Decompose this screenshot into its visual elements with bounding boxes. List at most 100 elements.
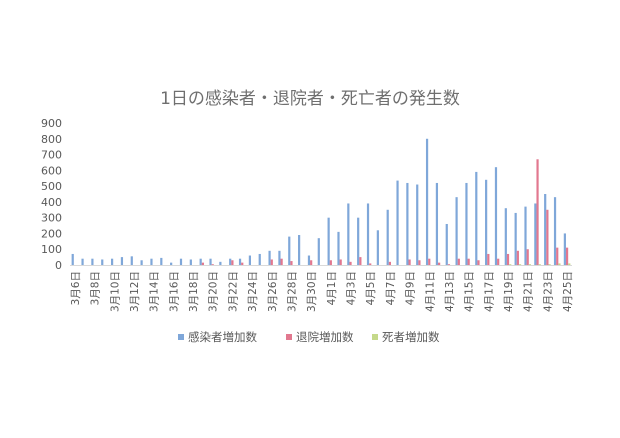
- bar-1: [130, 256, 133, 265]
- x-tick-label: 4月19日: [503, 271, 515, 312]
- bar-1: [71, 253, 74, 265]
- bar-1: [514, 212, 517, 265]
- bar-1: [199, 258, 202, 265]
- x-tick-label: 4月25日: [562, 271, 574, 312]
- bar-1: [337, 231, 340, 265]
- x-tick-label: 3月20日: [208, 271, 220, 312]
- x-tick-label: 4月15日: [464, 271, 476, 312]
- x-tick-label: 3月24日: [247, 271, 259, 312]
- x-tick-label: 3月12日: [129, 271, 141, 312]
- legend-label: 退院増加数: [296, 330, 354, 344]
- bar-2: [526, 249, 529, 265]
- bar-1: [150, 258, 153, 265]
- bar-1: [327, 217, 330, 265]
- bar-1: [238, 258, 242, 265]
- y-axis: 0 100 200 300 400 500 600 700 800 900: [41, 117, 62, 272]
- bar-1: [189, 259, 192, 265]
- bar-1: [504, 208, 507, 265]
- x-tick-label: 4月17日: [483, 271, 495, 312]
- bar-1: [386, 209, 389, 265]
- bar-3: [528, 264, 532, 265]
- bar-2: [447, 264, 451, 265]
- bar-1: [347, 203, 350, 265]
- bar-1: [288, 236, 291, 265]
- x-tick-label: 3月26日: [267, 271, 279, 312]
- y-tick-label: 700: [41, 149, 62, 162]
- bar-1: [258, 253, 261, 265]
- bar-1: [317, 238, 320, 265]
- x-tick-label: 4月7日: [385, 271, 397, 305]
- x-tick-label: 3月10日: [109, 271, 121, 312]
- bar-2: [418, 260, 421, 265]
- bar-1: [110, 258, 114, 265]
- bar-1: [160, 257, 163, 265]
- x-tick-label: 4月1日: [326, 271, 338, 305]
- y-tick-label: 200: [41, 227, 62, 240]
- x-tick-label: 3月6日: [70, 271, 82, 305]
- bar-1: [475, 171, 478, 265]
- legend-swatch: [372, 334, 378, 340]
- x-tick-label: 3月30日: [306, 271, 318, 312]
- legend-swatch: [178, 334, 184, 340]
- bar-1: [170, 262, 173, 265]
- y-tick-label: 500: [41, 180, 62, 193]
- bar-1: [81, 258, 84, 265]
- bar-1: [248, 255, 251, 265]
- bar-1: [406, 182, 409, 265]
- bar-2: [369, 263, 372, 265]
- bar-1: [101, 259, 104, 265]
- bar-2: [359, 257, 362, 265]
- bar-1: [524, 206, 527, 265]
- bar-1: [307, 255, 311, 265]
- bar-1: [298, 235, 301, 265]
- bar-2: [477, 260, 480, 265]
- legend-label: 死者増加数: [382, 330, 440, 344]
- x-axis: 3月6日 3月8日 3月10日 3月12日 3月14日 3月16日 3月18日 3月20日 3月…: [70, 265, 574, 312]
- bar-1: [219, 261, 222, 265]
- bar-2: [211, 264, 214, 265]
- y-tick-label: 400: [41, 196, 62, 209]
- bar-1: [376, 230, 379, 265]
- bar-1: [455, 197, 458, 265]
- x-tick-label: 4月5日: [365, 271, 377, 305]
- bar-2: [536, 159, 539, 265]
- bar-2: [487, 253, 490, 265]
- x-tick-label: 4月3日: [346, 271, 358, 305]
- bar-1: [140, 260, 143, 265]
- bar-2: [349, 261, 352, 265]
- chart-title: 1日の感染者・退院者・死亡者の発生数: [160, 89, 460, 109]
- y-tick-label: 100: [41, 243, 62, 256]
- bar-1: [435, 182, 439, 265]
- bar-2: [506, 253, 510, 265]
- bar-1: [366, 203, 370, 265]
- bar-3: [558, 263, 561, 265]
- bar-2: [556, 247, 559, 265]
- bar-2: [438, 262, 441, 265]
- bar-1: [91, 258, 94, 265]
- bar-3: [509, 264, 512, 265]
- legend: 感染者増加数 退院増加数 死者増加数: [178, 330, 440, 344]
- y-tick-label: 900: [41, 117, 62, 130]
- bar-2: [565, 247, 569, 265]
- bar-1: [563, 233, 566, 265]
- bar-2: [339, 259, 342, 265]
- x-tick-label: 4月21日: [523, 271, 535, 312]
- bar-2: [408, 259, 411, 265]
- x-tick-label: 4月23日: [542, 271, 554, 312]
- bar-1: [416, 184, 419, 265]
- bar-3: [538, 264, 541, 265]
- bar-2: [231, 260, 234, 265]
- legend-label: 感染者増加数: [188, 330, 257, 344]
- bar-1: [465, 182, 468, 265]
- bar-1: [229, 258, 232, 265]
- y-tick-label: 800: [41, 133, 62, 146]
- bar-2: [388, 261, 391, 265]
- bar-1: [357, 217, 360, 265]
- bar-2: [280, 258, 283, 265]
- bar-1: [396, 180, 399, 265]
- bar-1: [268, 250, 271, 265]
- bar-2: [516, 250, 519, 265]
- y-tick-label: 300: [41, 212, 62, 225]
